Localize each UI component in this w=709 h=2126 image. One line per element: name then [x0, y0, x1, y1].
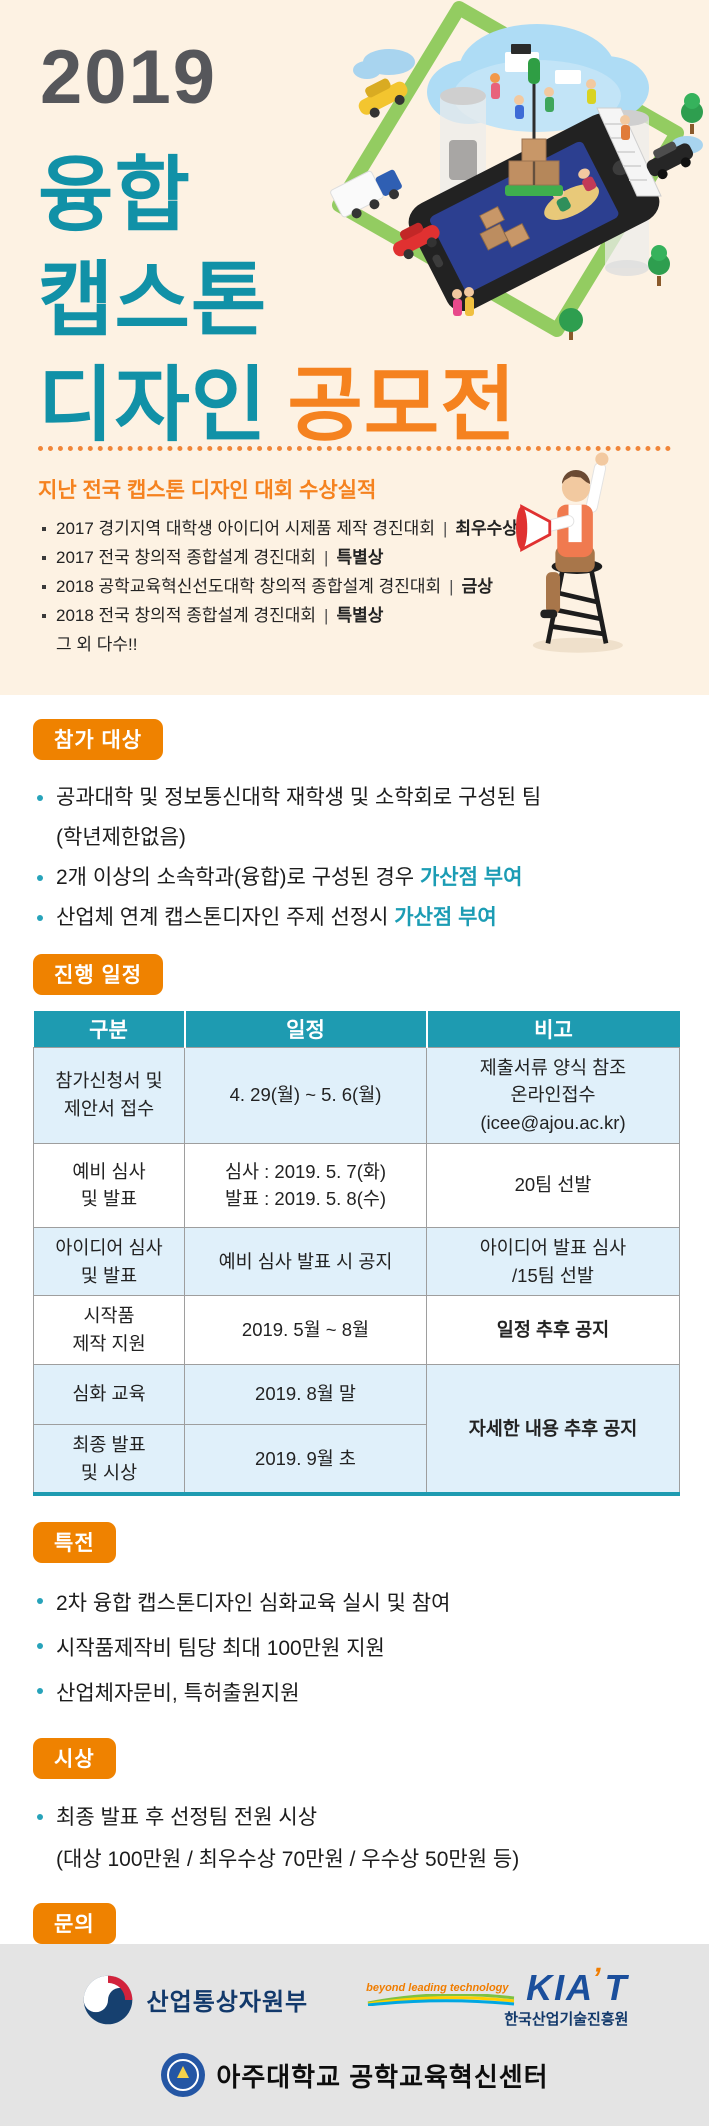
escalator	[596, 107, 662, 197]
bullet-item: 최종 발표 후 선정팀 전원 시상	[33, 1797, 679, 1839]
schedule-table: 구분 일정 비고 참가신청서 및 제안서 접수 4. 29(월) ~ 5. 6(월…	[33, 1011, 680, 1497]
prize-detail: (대상 100만원 / 최우수상 70만원 / 우수상 50만원 등)	[56, 1848, 520, 1872]
cell-note-merged: 자세한 내용 추후 공지	[426, 1363, 680, 1495]
cell-date: 심사 : 2019. 5. 7(화) 발표 : 2019. 5. 8(수)	[184, 1142, 427, 1228]
cell-category: 참가신청서 및 제안서 접수	[33, 1046, 185, 1144]
award-item: 2017 경기지역 대학생 아이디어 시제품 제작 경진대회 | 최우수상	[40, 514, 518, 543]
bullet-item: 2차 융합 캡스톤디자인 심화교육 실시 및 참여	[33, 1581, 679, 1626]
kiat-korean-label: 한국산업기술진흥원	[504, 2011, 629, 2028]
crane-boxes	[505, 58, 563, 196]
table-row: 참가신청서 및 제안서 접수 4. 29(월) ~ 5. 6(월) 제출서류 양식…	[33, 1046, 680, 1144]
motie-label: 산업통상자원부	[146, 1989, 309, 2016]
table-row: 예비 심사 및 발표 심사 : 2019. 5. 7(화) 발표 : 2019. 5…	[33, 1142, 680, 1228]
cell-note-highlight: 일정 추후 공지	[426, 1295, 680, 1365]
ajou-emblem-icon	[161, 2053, 206, 2097]
awards-etc: 그 외 다수!!	[56, 635, 138, 654]
table-row: 최종 발표 및 시상 2019. 9월 초	[33, 1423, 680, 1495]
yellow-car	[358, 78, 408, 118]
ajou-label: 아주대학교 공학교육혁신센터	[216, 2061, 549, 2092]
trees	[559, 93, 703, 340]
poster-title-line1: 융합	[38, 150, 191, 241]
kiat-logo: beyond leading technology KIAʼT 한국산업기술진흥…	[366, 1962, 629, 2029]
awards-list: 2017 경기지역 대학생 아이디어 시제품 제작 경진대회 | 최우수상 2017…	[40, 514, 518, 659]
poster-title-line2: 캡스톤	[38, 255, 268, 346]
cell-category: 아이디어 심사 및 발표	[33, 1226, 185, 1297]
dotted-divider	[38, 446, 671, 451]
main-content: 참가 대상 공과대학 및 정보통신대학 재학생 및 소학회로 구성된 팀 (학년…	[0, 695, 709, 1944]
award-item: 2017 전국 창의적 종합설계 경진대회 | 특별상	[40, 543, 510, 572]
cell-note: 제출서류 양식 참조 온라인접수 (icee@ajou.ac.kr)	[426, 1046, 680, 1144]
cell-category: 최종 발표 및 시상	[33, 1423, 185, 1495]
benefits-bullets: 2차 융합 캡스톤디자인 심화교육 실시 및 참여 시작품제작비 팀당 최대 1…	[33, 1581, 679, 1716]
cell-date: 2019. 8월 말	[184, 1363, 427, 1425]
bullet-item: 2개 이상의 소속학과(융합)로 구성된 경우 가산점 부여	[33, 858, 679, 898]
footer-row-sponsors: 산업통상자원부 beyond leading technology KIAʼT …	[0, 1962, 709, 2029]
kiat-wordmark: KIAʼT	[526, 1962, 629, 2008]
table-header-row: 구분 일정 비고	[33, 1011, 680, 1047]
smartphone	[408, 112, 660, 312]
bonus-point-highlight: 가산점 부여	[419, 866, 523, 889]
bonus-point-highlight: 가산점 부여	[394, 906, 497, 929]
schedule-badge: 진행 일정	[33, 954, 164, 995]
poster-year: 2019	[40, 35, 218, 120]
title-word-contest: 공모전	[287, 360, 517, 451]
cell-date: 4. 29(월) ~ 5. 6(월)	[184, 1046, 427, 1144]
bullet-item: 시작품제작비 팀당 최대 100만원 지원	[33, 1626, 679, 1671]
cell-note: 20팀 선발	[426, 1142, 680, 1228]
award-item: 2018 공학교육혁신선도대학 창의적 종합설계 경진대회 | 금상	[40, 572, 510, 601]
kiat-flame-accent: ʼ	[592, 1962, 603, 1995]
red-car	[393, 222, 440, 260]
benefits-badge: 특전	[33, 1522, 116, 1564]
table-row: 시작품 제작 지원 2019. 5월 ~ 8월 일정 추후 공지	[33, 1295, 680, 1365]
contact-badge: 문의	[33, 1903, 116, 1944]
award-item: 2018 전국 창의적 종합설계 경진대회 | 특별상	[40, 601, 510, 630]
city-smartphone-illustration	[330, 1, 703, 340]
cell-date: 예비 심사 발표 시 공지	[184, 1226, 427, 1297]
table-row: 심화 교육 2019. 8월 말 자세한 내용 추후 공지	[33, 1363, 680, 1495]
couple-figures	[452, 287, 474, 316]
footer-logos: 산업통상자원부 beyond leading technology KIAʼT …	[0, 1944, 709, 2126]
col-header-date: 일정	[183, 1011, 427, 1047]
motie-logo: 산업통상자원부	[81, 1973, 309, 2027]
cell-category: 시작품 제작 지원	[33, 1295, 185, 1365]
kiat-tagline: beyond leading technology	[366, 1982, 509, 1994]
bullet-item: 산업체 연계 캡스톤디자인 주제 선정시 가산점 부여	[33, 898, 679, 938]
participation-badge: 참가 대상	[33, 719, 164, 760]
bullet-item: 산업체자문비, 특허출원지원	[33, 1671, 679, 1716]
cell-category: 예비 심사 및 발표	[33, 1142, 185, 1228]
kiat-swoosh-icon	[367, 1994, 515, 2006]
prizes-bullets: 최종 발표 후 선정팀 전원 시상 (대상 100만원 / 최우수상 70만원 …	[33, 1797, 679, 1881]
hero-section: 2019 융합 캡스톤 디자인 공모전 지난 전국 캡스톤 디자인 대회 수상실적…	[0, 0, 709, 695]
footer-row-host: 아주대학교 공학교육혁신센터	[0, 2052, 709, 2098]
bullet-item: 공과대학 및 정보통신대학 재학생 및 소학회로 구성된 팀 (학년제한없음)	[33, 778, 679, 858]
poster-title-line3: 디자인 공모전	[38, 338, 517, 457]
delivery-truck	[330, 169, 402, 219]
cell-note: 아이디어 발표 심사/15팀 선발	[426, 1226, 680, 1297]
awards-heading: 지난 전국 캡스톤 디자인 대회 수상실적	[38, 479, 377, 502]
cell-date: 2019. 9월 초	[184, 1423, 427, 1495]
table-row: 아이디어 심사 및 발표 예비 심사 발표 시 공지 아이디어 발표 심사/15팀…	[33, 1226, 680, 1297]
prizes-badge: 시상	[33, 1738, 116, 1780]
cell-date: 2019. 5월 ~ 8월	[184, 1295, 427, 1365]
title-word-design: 디자인	[38, 360, 268, 451]
bullet-continuation: (학년제한없음)	[56, 826, 186, 849]
black-suv	[646, 141, 694, 180]
col-header-category: 구분	[33, 1011, 185, 1047]
col-header-note: 비고	[425, 1011, 680, 1047]
cell-category: 심화 교육	[33, 1363, 185, 1425]
participation-bullets: 공과대학 및 정보통신대학 재학생 및 소학회로 구성된 팀 (학년제한없음) …	[33, 778, 679, 938]
motie-emblem-icon	[83, 1975, 132, 2024]
megaphone-person-illustration	[516, 452, 623, 653]
